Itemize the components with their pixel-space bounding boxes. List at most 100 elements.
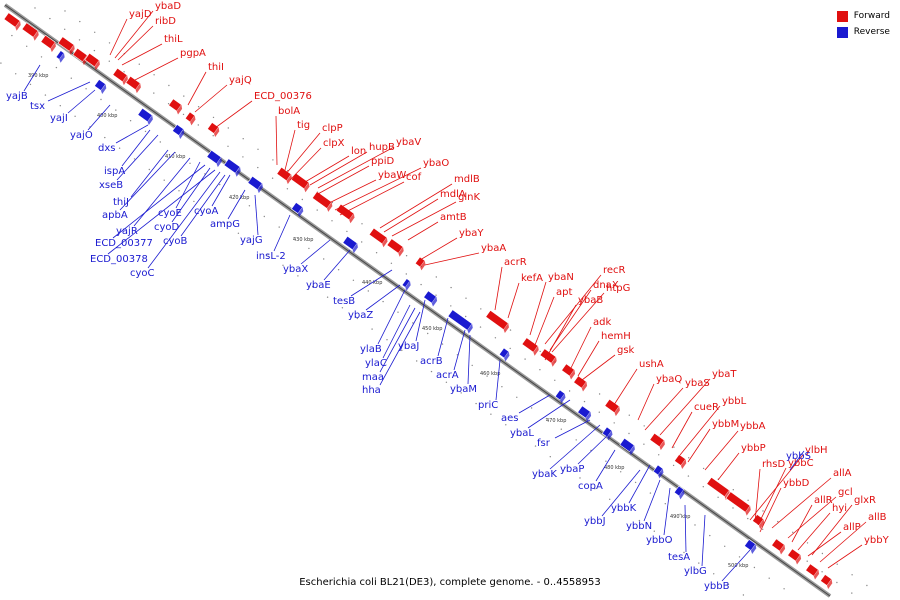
reverse-leader-line (171, 167, 211, 223)
grid-dot (63, 28, 66, 30)
reverse-gene-label: fsr (537, 438, 551, 449)
reverse-gene-label: acrA (436, 370, 459, 381)
forward-leader-line (637, 383, 655, 421)
grid-dot (227, 145, 229, 147)
gene-block (386, 238, 404, 257)
grid-dot (197, 124, 199, 126)
grid-dot (405, 273, 407, 275)
gene-block (94, 79, 107, 94)
reverse-gene-label: yajG (240, 235, 263, 246)
grid-dot (658, 454, 660, 456)
reverse-gene-label: ybaP (560, 464, 584, 475)
gene-block (604, 398, 620, 417)
grid-dot (742, 594, 745, 596)
axis-tick-label: 490 kbp (670, 514, 690, 520)
grid-dot (534, 445, 537, 447)
grid-dot (153, 92, 155, 94)
grid-dot (605, 460, 607, 462)
grid-dot (717, 496, 719, 498)
forward-leader-line (671, 411, 693, 449)
gene-block (652, 464, 664, 479)
forward-leader-line (679, 405, 721, 456)
forward-leader-line (419, 237, 458, 261)
grid-dot (450, 286, 452, 289)
reverse-leader-line (577, 434, 609, 465)
grid-dot (59, 105, 61, 107)
forward-gene-label: ybaB (578, 295, 603, 306)
grid-dot (564, 466, 566, 469)
grid-dot (762, 528, 764, 530)
grid-dot (509, 347, 511, 350)
grid-dot (836, 581, 838, 584)
reverse-gene-label: ybaZ (348, 310, 373, 321)
gene-block (168, 98, 183, 115)
axis-tick-label: 400 kbp (97, 113, 117, 119)
grid-dot (118, 147, 121, 149)
grid-dot (806, 542, 809, 544)
forward-leader-line (529, 281, 547, 336)
forward-leader-line (289, 147, 322, 181)
forward-leader-line (424, 252, 480, 266)
grid-dot (836, 563, 838, 565)
reverse-gene-label: yajR (116, 226, 138, 237)
grid-dot (74, 115, 76, 118)
grid-dot (643, 443, 645, 445)
grid-dot (672, 464, 675, 467)
reverse-leader-line (350, 269, 393, 297)
forward-gene-label: htpG (606, 283, 630, 294)
grid-dot (144, 130, 147, 133)
reverse-leader-line (437, 317, 449, 357)
grid-dot (777, 520, 779, 523)
grid-dot (182, 113, 185, 116)
reverse-gene-label: ylbG (684, 566, 707, 577)
grid-dot (753, 566, 756, 569)
forward-gene-label: ybaT (712, 369, 737, 380)
reverse-leader-line (115, 124, 149, 144)
axis-tick-label: 480 kbp (604, 465, 624, 471)
grid-dot (34, 7, 36, 9)
grid-dot (524, 358, 526, 360)
gene-block (573, 375, 588, 392)
forward-leader-line (114, 10, 154, 59)
forward-leader-line (407, 221, 439, 241)
grid-dot (263, 215, 265, 218)
reverse-gene-label: ybaX (283, 264, 308, 275)
grid-dot (212, 116, 215, 119)
forward-gene-label: clpP (322, 123, 343, 134)
axis-tick-label: 450 kbp (422, 326, 442, 332)
forward-gene-label: apt (556, 287, 572, 298)
reverse-leader-line (254, 194, 259, 236)
grid-dot (679, 513, 681, 515)
gene-block (291, 202, 304, 217)
gene-block (649, 432, 665, 451)
grid-dot (331, 201, 333, 204)
forward-gene-label: gcl (838, 487, 853, 498)
grid-dot (129, 120, 132, 122)
reverse-gene-label: cyoA (194, 206, 219, 217)
grid-dot (486, 375, 488, 377)
reverse-leader-line (549, 424, 601, 470)
reverse-leader-line (227, 189, 246, 220)
gene-block (55, 50, 65, 63)
forward-gene-track (3, 12, 833, 589)
grid-dot (282, 264, 284, 266)
gene-block (752, 514, 765, 529)
grid-dot (430, 370, 433, 373)
grid-dot (108, 42, 111, 44)
grid-dot (189, 162, 191, 164)
grid-dot (688, 457, 690, 459)
reverse-gene-label: ybaE (306, 280, 331, 291)
forward-gene-label: ybbP (741, 443, 766, 454)
grid-dot (49, 17, 51, 20)
grid-dot (248, 205, 251, 207)
genome-caption: Escherichia coli BL21(DE3), complete gen… (299, 577, 601, 588)
grid-dot (326, 296, 329, 298)
gene-block (184, 111, 196, 126)
reverse-gene-label: ybbS (786, 451, 811, 462)
forward-leader-line (275, 115, 278, 166)
grid-dot (851, 592, 853, 594)
forward-gene-label: ybbM (712, 419, 739, 430)
forward-gene-label: amtB (440, 212, 467, 223)
